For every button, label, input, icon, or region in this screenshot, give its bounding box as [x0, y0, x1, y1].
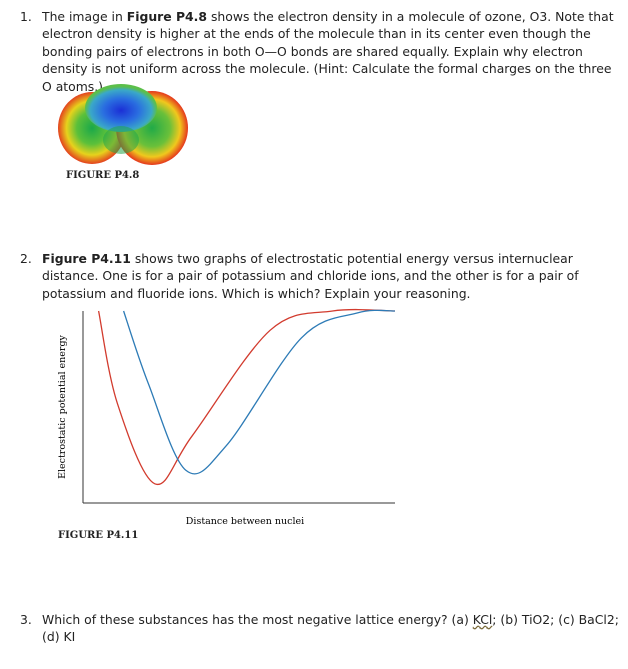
- figure-reference: Figure P4.11: [42, 251, 131, 266]
- y-axis-label: Electrostatic potential energy: [57, 334, 68, 478]
- question-text: Figure P4.11 shows two graphs of electro…: [42, 251, 579, 301]
- spellcheck-word: KCl: [472, 612, 493, 627]
- question-1: 1. The image in Figure P4.8 shows the el…: [20, 8, 620, 94]
- question-text: Which of these substances has the most n…: [42, 612, 619, 645]
- figure-caption-p4-11: FIGURE P4.11: [58, 530, 139, 541]
- ozone-electron-density-image: [58, 84, 188, 165]
- red-curve: [97, 308, 396, 486]
- question-3: 3. Which of these substances has the mos…: [20, 611, 620, 644]
- question-number: 1.: [20, 9, 32, 24]
- potential-energy-chart: Distance between nuclei Electrostatic po…: [57, 308, 396, 527]
- question-number: 2.: [20, 251, 32, 266]
- figure-caption-p4-8: FIGURE P4.8: [66, 170, 140, 181]
- figure-reference: Figure P4.8: [126, 9, 208, 24]
- blue-curve: [122, 309, 396, 475]
- x-axis-label: Distance between nuclei: [186, 516, 304, 527]
- question-text: The image in Figure P4.8 shows the elect…: [42, 9, 614, 94]
- question-number: 3.: [20, 612, 32, 627]
- question-2: 2. Figure P4.11 shows two graphs of elec…: [20, 250, 620, 304]
